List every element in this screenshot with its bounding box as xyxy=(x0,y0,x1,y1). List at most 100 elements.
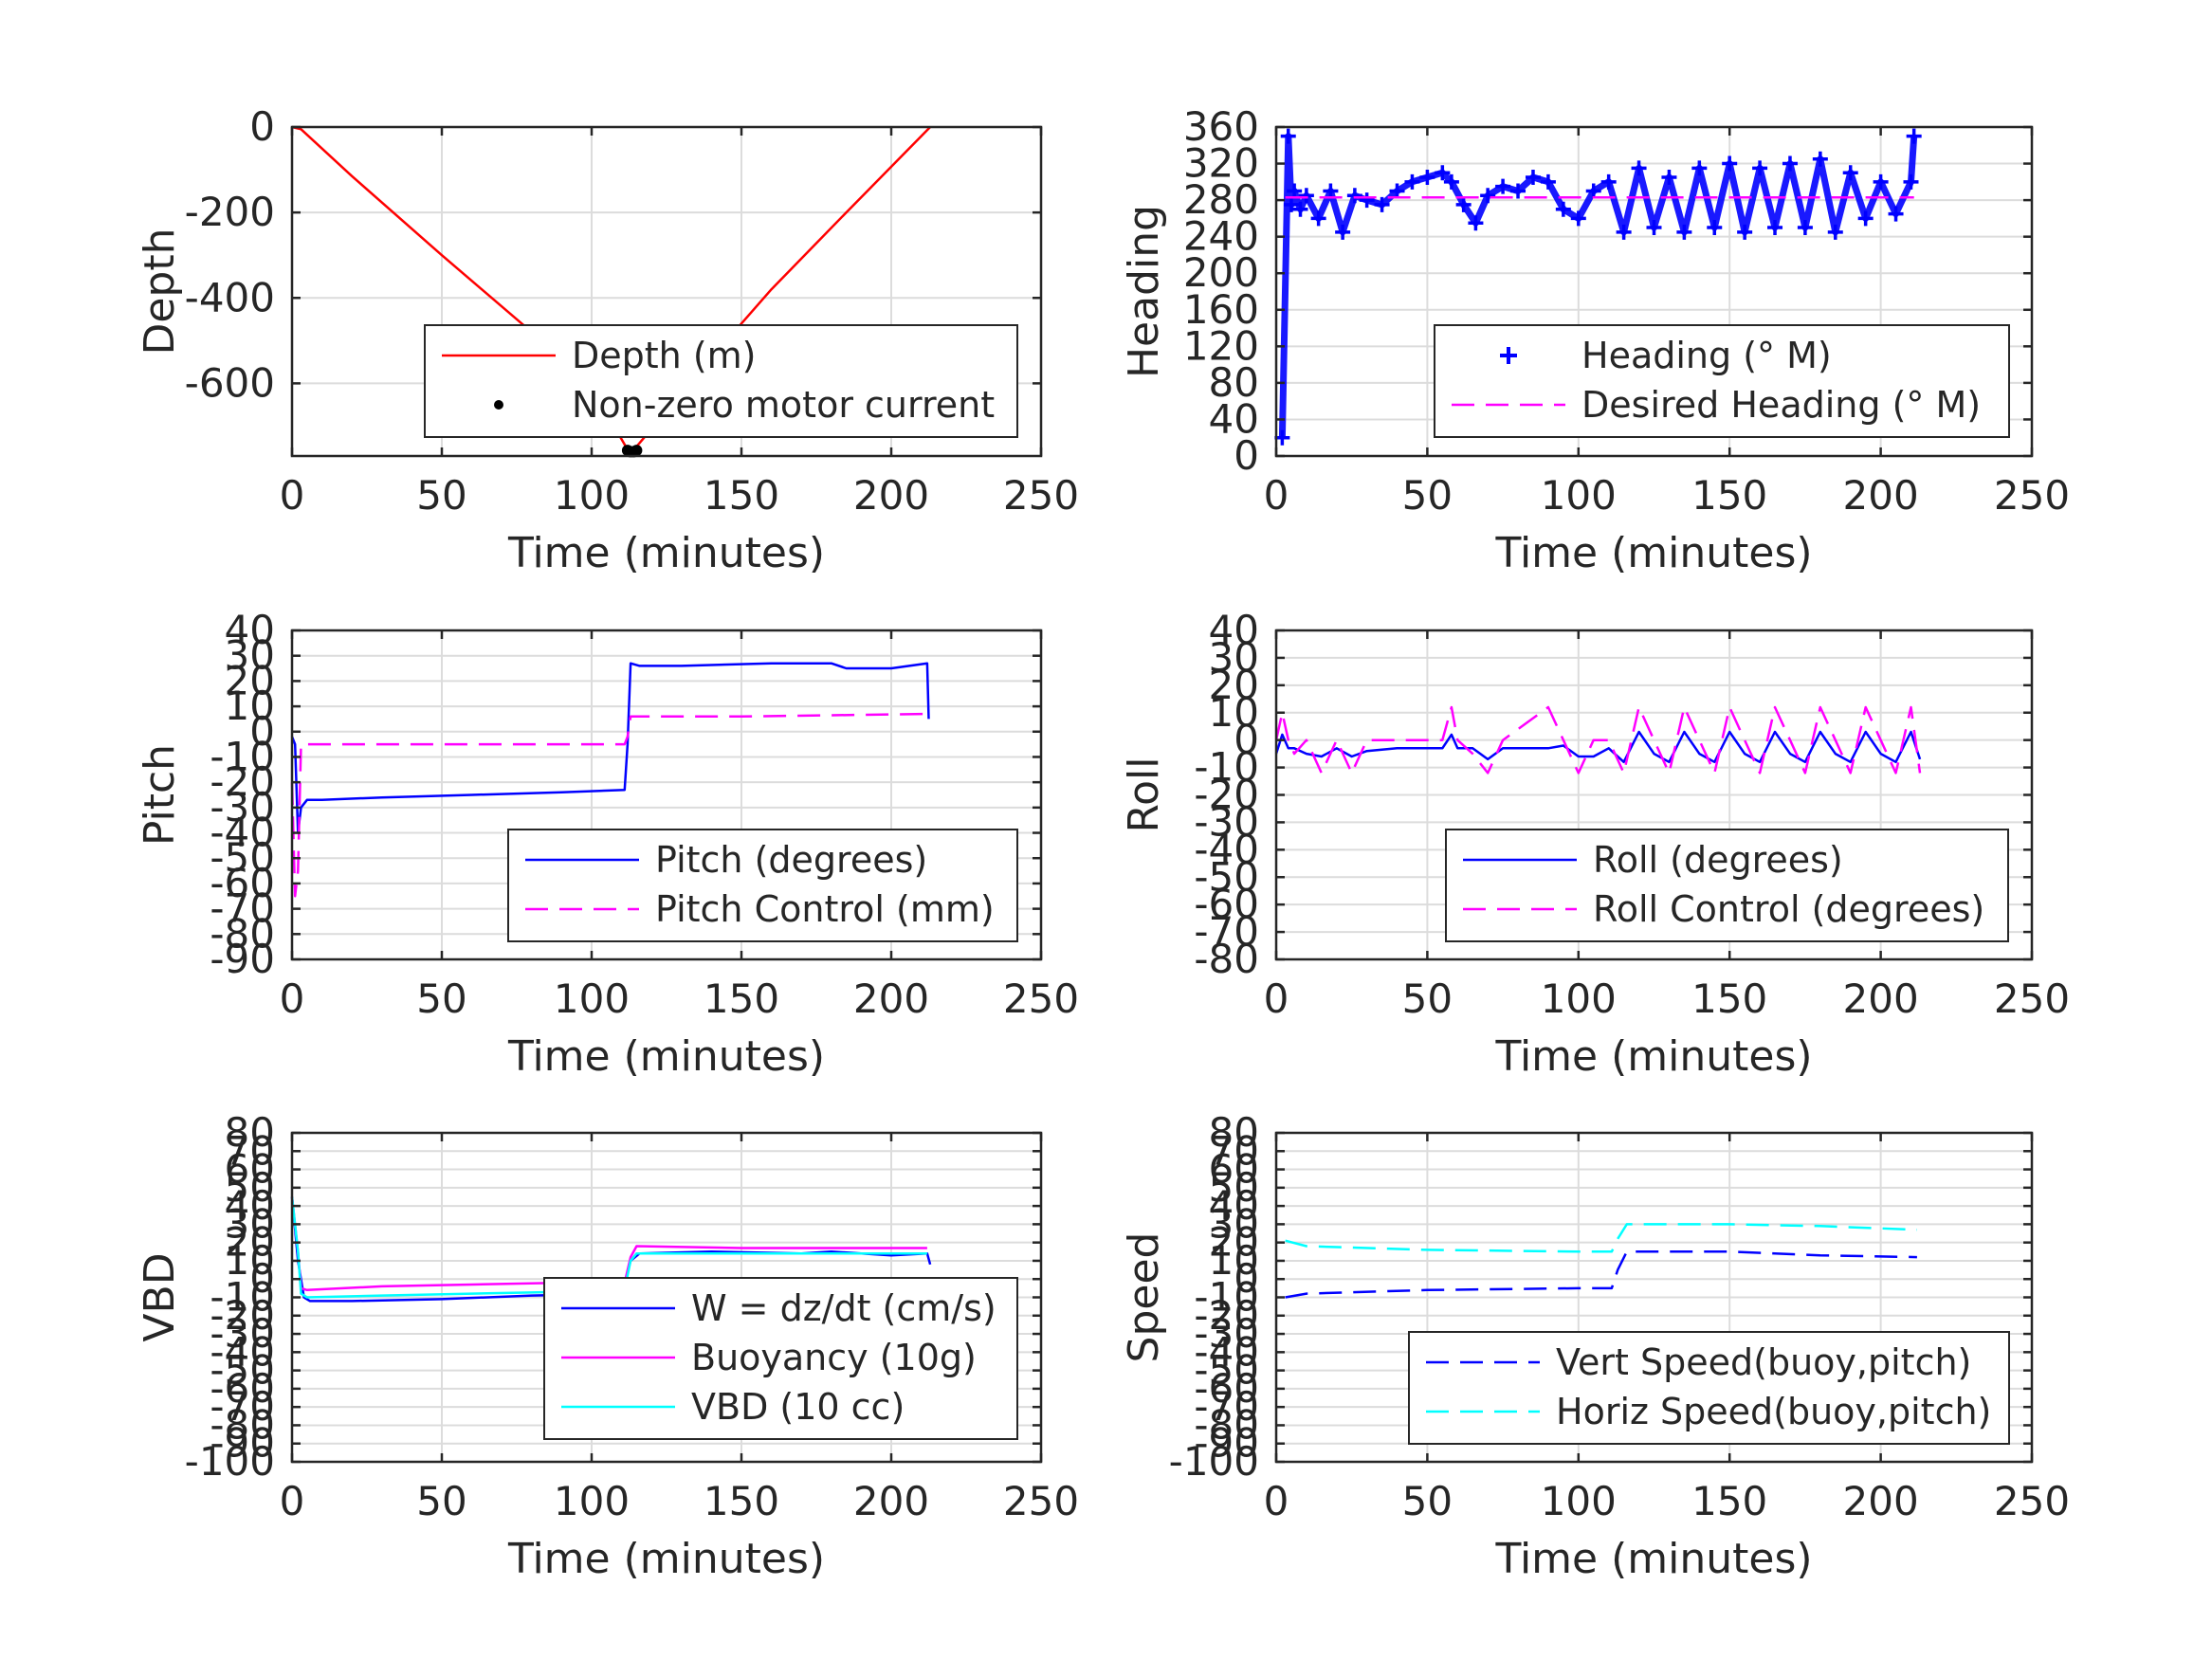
data-point xyxy=(1389,183,1405,199)
legend-label: Buoyancy (10g) xyxy=(691,1337,977,1378)
series-line xyxy=(1274,705,1922,775)
series-pitch-1 xyxy=(290,712,927,898)
data-point xyxy=(1661,170,1677,186)
y-tick-label: -90 xyxy=(210,936,275,982)
legend-label: Non-zero motor current xyxy=(572,384,995,426)
data-point xyxy=(1691,160,1708,176)
x-tick-label: 250 xyxy=(1994,472,2070,519)
y-tick-label: -20 xyxy=(1194,772,1259,818)
y-axis-label: Depth xyxy=(136,228,184,355)
y-tick-label: 20 xyxy=(225,1219,275,1266)
series-speed-0 xyxy=(1285,1250,1917,1299)
y-tick-label: 80 xyxy=(225,1109,275,1156)
data-point xyxy=(1404,173,1420,190)
y-axis-label: Roll xyxy=(1120,757,1168,833)
y-tick-label: 40 xyxy=(225,1182,275,1229)
data-point xyxy=(1310,210,1326,227)
y-tick-label: 70 xyxy=(225,1127,275,1174)
y-tick-label: -20 xyxy=(1194,1292,1259,1339)
series-speed-1 xyxy=(1285,1223,1917,1253)
y-tick-label: 240 xyxy=(1183,213,1259,260)
subplot-depth: 0 50 100 150 200 250 0 -200 -400 -600 Time (minute… xyxy=(136,103,1079,577)
data-point xyxy=(1827,224,1843,240)
x-tick-label: 150 xyxy=(704,1478,779,1524)
legend-swatch xyxy=(494,400,503,410)
y-tick-label: 40 xyxy=(1209,395,1259,442)
data-point xyxy=(1707,220,1723,236)
legend: Depth (m) Non-zero motor current xyxy=(424,324,1018,438)
y-tick-label: -40 xyxy=(1194,826,1259,872)
y-tick-label: -60 xyxy=(210,860,275,906)
data-point xyxy=(1782,155,1798,172)
data-point xyxy=(1280,128,1296,144)
x-tick-label: 250 xyxy=(1994,1478,2070,1524)
y-tick-label: 50 xyxy=(225,1164,275,1211)
x-axis-label: Time (minutes) xyxy=(507,529,825,577)
data-point xyxy=(1600,173,1617,190)
data-point xyxy=(1857,210,1874,227)
x-tick-label: 200 xyxy=(853,975,929,1022)
x-tick-label: 0 xyxy=(280,975,305,1022)
x-tick-label: 250 xyxy=(1994,975,2070,1022)
y-tick-label: -200 xyxy=(185,189,275,235)
data-point xyxy=(1292,201,1308,217)
x-tick-label: 0 xyxy=(1264,975,1289,1022)
x-tick-label: 50 xyxy=(1402,975,1453,1022)
data-point xyxy=(1480,188,1496,204)
y-tick-label: -60 xyxy=(1194,1365,1259,1412)
y-tick-label: -40 xyxy=(210,1328,275,1375)
x-tick-label: 0 xyxy=(280,1478,305,1524)
series-line xyxy=(1285,1250,1917,1299)
x-tick-label: 250 xyxy=(1003,975,1079,1022)
y-axis-label: Heading xyxy=(1120,205,1168,378)
data-point xyxy=(1767,220,1783,236)
y-tick-label: 320 xyxy=(1183,140,1259,187)
y-tick-label: 20 xyxy=(1209,1219,1259,1266)
y-tick-label: 30 xyxy=(225,632,275,679)
x-tick-label: 50 xyxy=(416,1478,466,1524)
legend-label: Pitch Control (mm) xyxy=(655,888,995,930)
series-line xyxy=(290,662,930,834)
x-tick-label: 100 xyxy=(554,472,630,519)
y-tick-label: 40 xyxy=(225,607,275,653)
y-tick-label: -70 xyxy=(1194,908,1259,955)
data-point xyxy=(1540,173,1556,190)
legend-label: Depth (m) xyxy=(572,335,757,376)
legend-label: Desired Heading (° M) xyxy=(1581,384,1981,426)
y-tick-label: -100 xyxy=(185,1438,275,1485)
data-point xyxy=(1812,151,1828,167)
legend-label: Horiz Speed(buoy,pitch) xyxy=(1556,1391,1991,1432)
y-tick-label: 40 xyxy=(1209,1182,1259,1229)
data-point xyxy=(1495,178,1511,194)
x-axis-label: Time (minutes) xyxy=(1494,529,1812,577)
data-point xyxy=(1359,192,1375,209)
x-tick-label: 200 xyxy=(1843,1478,1919,1524)
axes-frame xyxy=(1274,125,2034,458)
y-tick-label: 60 xyxy=(1209,1146,1259,1193)
x-tick-label: 100 xyxy=(554,1478,630,1524)
legend-box xyxy=(1445,829,2009,942)
y-tick-label: -600 xyxy=(185,359,275,406)
x-tick-label: 50 xyxy=(1402,1478,1453,1524)
y-tick-label: -80 xyxy=(210,910,275,957)
data-point xyxy=(1906,128,1922,144)
axes-frame xyxy=(290,125,1043,458)
data-point xyxy=(1676,224,1692,240)
legend-label: Roll Control (degrees) xyxy=(1593,888,1984,930)
y-tick-label: 200 xyxy=(1183,249,1259,296)
y-tick-label: -50 xyxy=(1194,853,1259,900)
series-pitch-0 xyxy=(290,662,930,834)
series-roll-1 xyxy=(1274,705,1922,775)
data-point xyxy=(1722,155,1738,172)
y-tick-label: 30 xyxy=(1209,1200,1259,1247)
y-tick-label: -70 xyxy=(1194,1383,1259,1430)
axes-frame xyxy=(290,629,1043,961)
y-tick-label: 10 xyxy=(1209,1237,1259,1284)
legend-label: Roll (degrees) xyxy=(1593,839,1843,881)
y-tick-label: -60 xyxy=(210,1365,275,1412)
data-point xyxy=(1419,170,1435,186)
x-tick-label: 200 xyxy=(853,1478,929,1524)
y-tick-label: -50 xyxy=(1194,1347,1259,1394)
y-axis-label: Speed xyxy=(1120,1232,1168,1363)
y-tick-label: -80 xyxy=(210,1401,275,1448)
